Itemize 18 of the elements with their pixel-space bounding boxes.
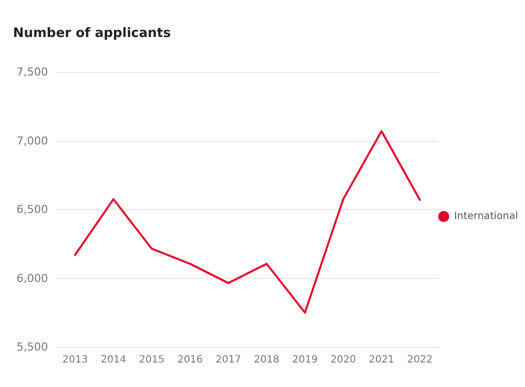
y-tick-label: 7,500	[16, 66, 48, 78]
x-tick-label: 2017	[216, 354, 242, 366]
x-tick-label: 2013	[62, 354, 88, 366]
y-tick-label: 7,000	[16, 134, 48, 148]
line-series	[74, 130, 421, 314]
y-tick-label: 5,500	[16, 340, 48, 354]
x-tick-label: 2022	[407, 354, 433, 366]
legend-label: International	[454, 211, 518, 222]
x-tick-label: 2016	[177, 354, 203, 366]
x-tick-label: 2014	[100, 354, 126, 366]
chart-title: Number of applicants	[13, 26, 172, 41]
x-tick-label: 2018	[254, 354, 280, 366]
x-tick-label: 2021	[368, 354, 394, 366]
x-tick-label: 2015	[139, 354, 164, 366]
y-tick-label: 6,000	[16, 272, 48, 285]
x-tick-label: 2019	[292, 354, 318, 366]
x-tick-label: 2020	[330, 354, 356, 366]
y-tick-label: 6,500	[16, 203, 48, 216]
